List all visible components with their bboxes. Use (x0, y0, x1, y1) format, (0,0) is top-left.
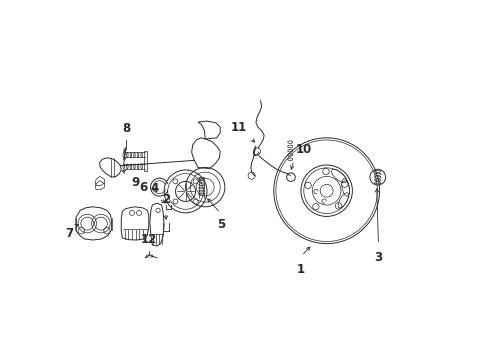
Text: 10: 10 (295, 143, 311, 156)
Text: 3: 3 (374, 251, 382, 264)
Text: 12: 12 (141, 233, 157, 246)
Text: 7: 7 (65, 227, 73, 240)
Text: 6: 6 (140, 181, 147, 194)
Text: 4: 4 (150, 182, 158, 195)
Text: 8: 8 (122, 122, 130, 135)
Text: 1: 1 (296, 263, 305, 276)
Text: 5: 5 (217, 217, 225, 230)
Text: 9: 9 (131, 176, 139, 189)
Text: 2: 2 (162, 193, 170, 206)
Text: 11: 11 (231, 121, 247, 134)
